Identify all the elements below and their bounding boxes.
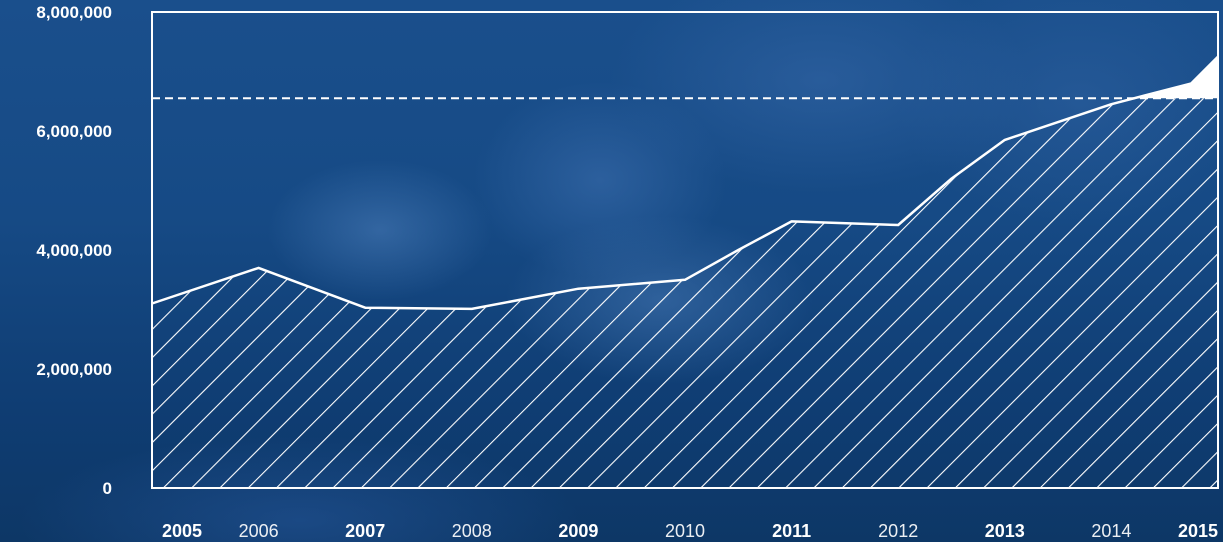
area-solid-fill-above-reference: [1134, 56, 1218, 99]
y-tick-label: 6,000,000: [36, 122, 112, 141]
x-tick-label: 2014: [1091, 521, 1131, 541]
x-tick-label: 2005: [162, 521, 202, 541]
x-tick-label: 2011: [772, 521, 811, 541]
series-line: [151, 55, 1219, 311]
area-hatch-fill: [152, 98, 1218, 488]
x-tick-label: 2006: [239, 521, 279, 541]
x-tick-label: 2012: [878, 521, 918, 541]
x-tick-label: 2015: [1178, 521, 1218, 541]
y-tick-label: 0: [103, 479, 112, 498]
y-tick-label: 2,000,000: [36, 360, 112, 379]
x-tick-label: 2008: [452, 521, 492, 541]
y-tick-label: 8,000,000: [36, 3, 112, 22]
x-tick-label: 2009: [558, 521, 598, 541]
y-tick-label: 4,000,000: [36, 241, 112, 260]
x-tick-label: 2007: [345, 521, 385, 541]
x-tick-label: 2013: [985, 521, 1025, 541]
x-tick-label: 2010: [665, 521, 705, 541]
